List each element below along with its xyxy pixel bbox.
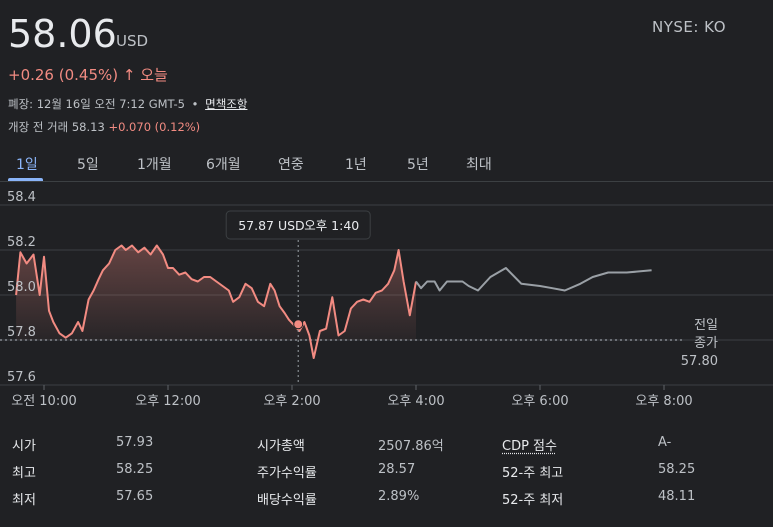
stat-value-open: 57.93 <box>116 435 154 450</box>
price-change-row: +0.26 (0.45%) ↑ 오늘 <box>8 64 168 85</box>
previous-close-label: 종가 <box>694 336 718 351</box>
stat-value-52w-high: 58.25 <box>658 462 696 477</box>
stock-price: 58.06 <box>8 12 117 56</box>
change-period: 오늘 <box>140 66 168 84</box>
range-tabs: 1일 5일 1개월 6개월 연중 1년 5년 최대 <box>0 150 560 182</box>
x-tick-label: 오후 4:00 <box>387 394 444 409</box>
regular-hours-line <box>15 244 417 359</box>
market-closed-text: 폐장: 12월 16일 오전 7:12 GMT-5 <box>8 97 185 111</box>
market-status-row: 폐장: 12월 16일 오전 7:12 GMT-5 • 면책조항 <box>8 96 247 112</box>
bullet-separator: • <box>191 97 199 111</box>
arrow-up-icon: ↑ <box>122 66 136 84</box>
tab-1-day[interactable]: 1일 <box>16 157 38 173</box>
disclaimer-link[interactable]: 면책조항 <box>205 97 248 111</box>
stat-value-cdp-score: A- <box>658 435 672 450</box>
stat-label-52w-high: 52-주 최고 <box>502 466 564 481</box>
stat-label-market-cap: 시가총액 <box>257 439 305 454</box>
y-tick-label: 57.8 <box>7 325 36 340</box>
x-tick-label: 오후 6:00 <box>511 394 568 409</box>
tabs-divider <box>0 181 773 182</box>
tab-ytd[interactable]: 연중 <box>278 157 304 173</box>
stat-value-high: 58.25 <box>116 462 154 477</box>
y-tick-label: 58.2 <box>7 235 36 250</box>
premarket-row: 개장 전 거래 58.13 +0.070 (0.12%) <box>8 119 200 135</box>
tooltip-time: 오후 1:40 <box>304 218 359 233</box>
tab-max[interactable]: 최대 <box>466 157 492 173</box>
x-tick-label: 오후 8:00 <box>635 394 692 409</box>
stat-value-low: 57.65 <box>116 489 154 504</box>
y-tick-label: 58.4 <box>7 190 36 205</box>
stat-label-low: 최저 <box>12 493 36 508</box>
tab-5-day[interactable]: 5일 <box>77 157 99 173</box>
stat-value-market-cap: 2507.86억 <box>378 439 444 454</box>
tooltip-price: 57.87 USD <box>238 218 304 233</box>
currency-label: USD <box>116 32 149 50</box>
stat-label-52w-low: 52-주 최저 <box>502 493 564 508</box>
y-tick-label: 57.6 <box>7 370 36 385</box>
tab-1-year[interactable]: 1년 <box>345 157 367 173</box>
after-hours-line <box>415 267 652 292</box>
crosshair-point <box>293 319 304 330</box>
stat-label-dividend-yield: 배당수익률 <box>257 493 317 508</box>
stat-value-52w-low: 48.11 <box>658 489 696 504</box>
x-tick-label: 오후 2:00 <box>263 394 320 409</box>
price-chart[interactable]: 58.4 58.2 58.0 57.8 57.6 오전 10:00 오후 12:00 오후 2… <box>0 190 773 415</box>
y-tick-label: 58.0 <box>7 280 36 295</box>
tab-5-year[interactable]: 5년 <box>407 157 429 173</box>
stat-label-open: 시가 <box>12 439 36 454</box>
tab-1-month[interactable]: 1개월 <box>137 157 172 173</box>
active-tab-indicator <box>8 178 43 181</box>
tab-6-month[interactable]: 6개월 <box>206 157 241 173</box>
stat-value-dividend-yield: 2.89% <box>378 489 420 504</box>
tooltip-box <box>225 210 371 240</box>
stat-label-pe-ratio: 주가수익률 <box>257 466 317 481</box>
stat-value-pe-ratio: 28.57 <box>378 462 416 477</box>
key-stats: 시가 57.93 시가총액 2507.86억 CDP 점수 A- 최고 58.2… <box>0 428 773 527</box>
premarket-change: +0.070 (0.12%) <box>108 120 201 134</box>
stat-label-high: 최고 <box>12 466 36 481</box>
previous-close-label: 57.80 <box>681 354 718 369</box>
price-change: +0.26 (0.45%) <box>8 66 119 84</box>
exchange-ticker: NYSE: KO <box>651 18 726 36</box>
premarket-label: 개장 전 거래 58.13 <box>8 120 105 134</box>
price-area-fill <box>16 245 416 340</box>
x-tick-label: 오전 10:00 <box>11 394 77 409</box>
x-tick-label: 오후 12:00 <box>135 394 201 409</box>
previous-close-label: 전일 <box>694 318 718 333</box>
stat-label-cdp-score[interactable]: CDP 점수 <box>502 439 557 454</box>
